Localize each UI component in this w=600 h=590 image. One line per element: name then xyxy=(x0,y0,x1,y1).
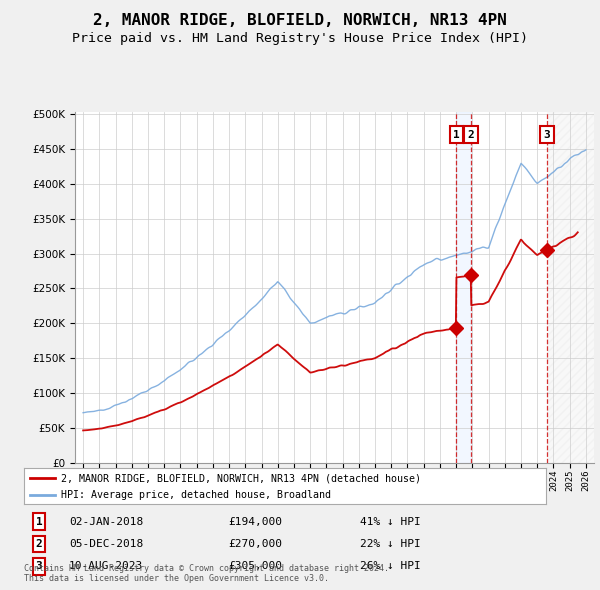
Text: 26% ↓ HPI: 26% ↓ HPI xyxy=(360,562,421,571)
Text: 10-AUG-2023: 10-AUG-2023 xyxy=(69,562,143,571)
Text: £194,000: £194,000 xyxy=(228,517,282,526)
Text: Price paid vs. HM Land Registry's House Price Index (HPI): Price paid vs. HM Land Registry's House … xyxy=(72,32,528,45)
Text: 3: 3 xyxy=(544,130,551,140)
Text: HPI: Average price, detached house, Broadland: HPI: Average price, detached house, Broa… xyxy=(61,490,331,500)
Text: 2, MANOR RIDGE, BLOFIELD, NORWICH, NR13 4PN: 2, MANOR RIDGE, BLOFIELD, NORWICH, NR13 … xyxy=(93,13,507,28)
Text: 41% ↓ HPI: 41% ↓ HPI xyxy=(360,517,421,526)
Text: 2, MANOR RIDGE, BLOFIELD, NORWICH, NR13 4PN (detached house): 2, MANOR RIDGE, BLOFIELD, NORWICH, NR13 … xyxy=(61,473,421,483)
Text: 22% ↓ HPI: 22% ↓ HPI xyxy=(360,539,421,549)
Bar xyxy=(457,112,471,463)
Text: 2: 2 xyxy=(35,539,43,549)
Text: 3: 3 xyxy=(35,562,43,571)
Text: £270,000: £270,000 xyxy=(228,539,282,549)
Text: £305,000: £305,000 xyxy=(228,562,282,571)
Text: 1: 1 xyxy=(453,130,460,140)
Text: 2: 2 xyxy=(467,130,475,140)
Text: 02-JAN-2018: 02-JAN-2018 xyxy=(69,517,143,526)
Text: Contains HM Land Registry data © Crown copyright and database right 2024.
This d: Contains HM Land Registry data © Crown c… xyxy=(24,563,389,583)
Text: 1: 1 xyxy=(35,517,43,526)
Text: 05-DEC-2018: 05-DEC-2018 xyxy=(69,539,143,549)
Bar xyxy=(547,112,594,463)
